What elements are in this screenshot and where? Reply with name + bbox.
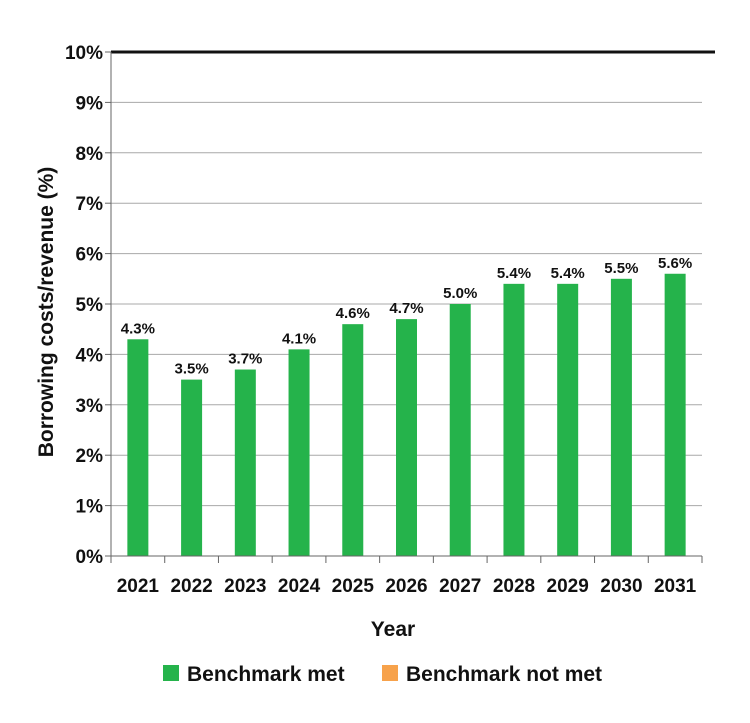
bar-2028 (503, 283, 525, 556)
bar-2025 (342, 324, 364, 556)
legend-swatch-met (163, 665, 179, 681)
gridlines (111, 101, 702, 507)
y-tick-label: 5% (76, 295, 104, 316)
y-axis-title: Borrowing costs/revenue (%) (35, 167, 58, 458)
data-label-2022: 3.5% (174, 361, 208, 378)
y-axis-ticks: 0% 1% 2% 3% 4% 5% 6% 7% 8% 9% 10% (65, 43, 111, 568)
data-label-2027: 5.0% (443, 285, 477, 302)
legend: Benchmark met Benchmark not met (163, 663, 602, 686)
data-label-2031: 5.6% (658, 255, 692, 272)
y-tick-label: 8% (76, 144, 104, 165)
data-label-2030: 5.5% (604, 260, 638, 277)
x-axis-ticks: 2021 2022 2023 2024 2025 2026 2027 2028 2029 2030… (110, 556, 703, 597)
y-tick-label: 9% (76, 93, 104, 114)
x-tick-label-2027: 2027 (439, 576, 481, 597)
y-tick-label: 6% (76, 245, 104, 266)
data-label-2023: 3.7% (228, 351, 262, 368)
data-label-2024: 4.1% (282, 330, 316, 347)
data-label-2025: 4.6% (336, 305, 370, 322)
x-tick-label-2022: 2022 (170, 576, 212, 597)
y-tick-label: 3% (76, 396, 104, 417)
legend-label-met: Benchmark met (187, 663, 345, 686)
bar-2031 (664, 273, 686, 556)
x-tick-label-2023: 2023 (224, 576, 266, 597)
x-tick-label-2031: 2031 (654, 576, 697, 597)
x-tick-label-2030: 2030 (600, 576, 642, 597)
legend-swatch-not_met (382, 665, 398, 681)
x-tick-label-2029: 2029 (547, 576, 589, 597)
bar-2029 (557, 283, 579, 556)
y-tick-label: 0% (76, 547, 104, 568)
bar-2024 (288, 349, 310, 556)
x-tick-label-2024: 2024 (278, 576, 321, 597)
data-label-2021: 4.3% (121, 320, 155, 337)
x-axis-title: Year (371, 618, 415, 641)
y-tick-label: 2% (76, 446, 104, 467)
bar-2021 (127, 339, 149, 556)
data-labels: 4.3% 3.5% 3.7% 4.1% 4.6% 4.7% 5.0% 5.4% 5.4% 5.5%… (121, 255, 692, 378)
y-tick-label: 1% (76, 497, 104, 518)
y-tick-label: 4% (76, 345, 104, 366)
data-label-2026: 4.7% (389, 300, 423, 317)
y-tick-label: 7% (76, 194, 104, 215)
bar-2026 (396, 319, 417, 556)
legend-label-not_met: Benchmark not met (406, 663, 602, 686)
bars (127, 273, 686, 556)
data-label-2028: 5.4% (497, 265, 531, 282)
data-label-2029: 5.4% (551, 265, 585, 282)
axes (110, 50, 715, 557)
bar-2027 (449, 304, 471, 556)
x-tick-label-2025: 2025 (332, 576, 375, 597)
x-tick-label-2028: 2028 (493, 576, 535, 597)
bar-2022 (181, 379, 203, 556)
y-tick-label: 10% (65, 43, 103, 64)
x-tick-label-2026: 2026 (385, 576, 427, 597)
x-tick-label-2021: 2021 (117, 576, 160, 597)
bar-2030 (610, 278, 632, 556)
bar-2023 (234, 369, 256, 556)
